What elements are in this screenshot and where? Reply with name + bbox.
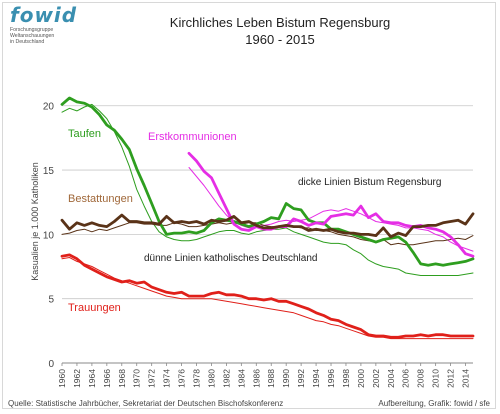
chart-frame <box>2 2 496 409</box>
x-tick-label: 1994 <box>311 369 321 388</box>
x-tick-label: 1976 <box>177 369 187 388</box>
x-tick-label: 1978 <box>192 369 202 388</box>
chart-title: Kirchliches Leben Bistum Regensburg <box>169 15 391 30</box>
x-tick-label: 1962 <box>72 369 82 388</box>
x-tick-label: 1982 <box>221 369 231 388</box>
y-tick-label: 0 <box>48 359 54 370</box>
x-tick-label: 2010 <box>431 369 441 388</box>
y-axis-label: Kasualien je 1.000 Katholiken <box>30 162 40 281</box>
chart-subtitle: 1960 - 2015 <box>245 32 315 47</box>
logo-line-3: in Deutschland <box>10 39 45 45</box>
x-tick-label: 1992 <box>296 369 306 388</box>
x-tick-label: 2004 <box>386 369 396 388</box>
annotation-label: dünne Linien katholisches Deutschland <box>144 253 317 264</box>
x-tick-label: 2014 <box>461 369 471 388</box>
x-tick-label: 1996 <box>326 369 336 388</box>
x-tick-label: 1974 <box>162 369 172 388</box>
series-line-bestattungen-regensburg <box>60 212 475 239</box>
source-note: Quelle: Statistische Jahrbücher, Sekreta… <box>8 399 284 408</box>
logo-line-1: Forschungsgruppe <box>10 27 54 33</box>
logo-line-2: Weltanschauungen <box>10 33 55 39</box>
fowid-logo: fowid Forschungsgruppe Weltanschauungen … <box>10 4 80 45</box>
credit-note: Aufbereitung, Grafik: fowid / sfe <box>378 399 490 408</box>
x-tick-label: 2008 <box>416 369 426 388</box>
x-tick-label: 1960 <box>57 369 67 388</box>
logo-mark: fowid <box>10 3 78 27</box>
annotation-label: Erstkommunionen <box>148 131 237 143</box>
x-tick-label: 1972 <box>147 369 157 388</box>
x-tick-label: 1986 <box>251 369 261 388</box>
x-tick-label: 1970 <box>132 369 142 388</box>
chart-title-block: Kirchliches Leben Bistum Regensburg 1960… <box>130 14 430 48</box>
y-tick-label: 5 <box>48 295 54 306</box>
x-tick-label: 2012 <box>446 369 456 388</box>
x-tick-label: 1990 <box>281 369 291 388</box>
x-tick-label: 1988 <box>266 369 276 388</box>
annotation-label: Bestattungen <box>68 193 133 205</box>
x-tick-label: 2006 <box>401 369 411 388</box>
x-tick-label: 1980 <box>206 369 216 388</box>
x-tick-label: 1966 <box>102 369 112 388</box>
x-tick-label: 1968 <box>117 369 127 388</box>
y-tick-label: 15 <box>43 166 55 177</box>
annotation-label: dicke Linien Bistum Regensburg <box>298 177 441 188</box>
logo-subtitle: Forschungsgruppe Weltanschauungen in Deu… <box>10 27 80 45</box>
series-line-taufen-regensburg <box>60 96 475 267</box>
annotation-label: Taufen <box>68 128 101 140</box>
x-tick-label: 1984 <box>236 369 246 388</box>
x-tick-label: 1998 <box>341 369 351 388</box>
annotation-label: Trauungen <box>68 302 121 314</box>
y-tick-label: 20 <box>43 102 55 113</box>
series-line-erstkommunionen-regensburg <box>187 151 475 258</box>
y-tick-label: 10 <box>43 230 55 241</box>
x-tick-label: 2002 <box>371 369 381 388</box>
series-line-trauungen-deutschland <box>61 257 474 340</box>
x-tick-label: 2000 <box>356 369 366 388</box>
series-line-trauungen-regensburg <box>60 253 475 339</box>
x-tick-label: 1964 <box>87 369 97 388</box>
